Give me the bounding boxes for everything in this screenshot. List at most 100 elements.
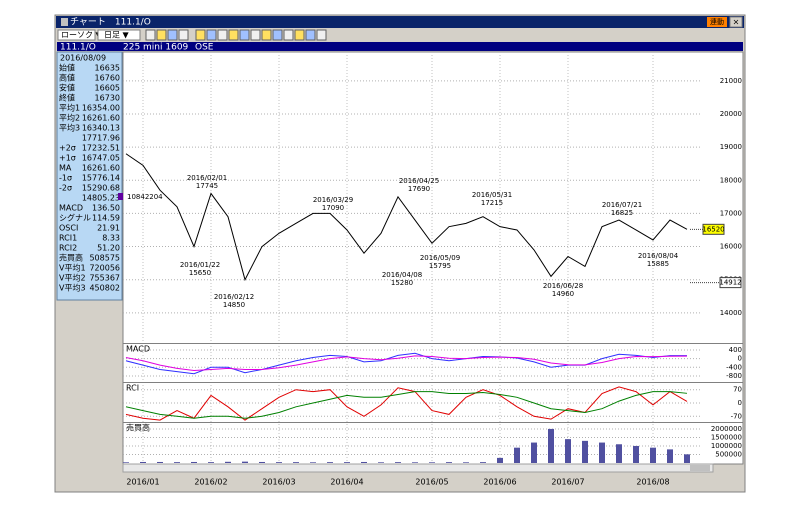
volume-bar [599, 442, 605, 463]
tool-icon[interactable] [178, 29, 189, 41]
close-button[interactable] [729, 16, 743, 28]
info-value: 16261.60 [82, 164, 120, 173]
volume-bar [191, 461, 197, 463]
tool-icon[interactable] [228, 29, 239, 41]
volume-bar [514, 447, 520, 463]
annotation-price: 17690 [408, 185, 430, 193]
close-label[interactable]: × [733, 18, 740, 27]
info-label: V平均2 [59, 273, 86, 283]
tool-icon[interactable] [261, 29, 272, 41]
annotation-price: 17090 [322, 204, 344, 212]
y-tick-label: 1500000 [711, 433, 742, 441]
y-tick-label: 21000 [720, 77, 742, 85]
info-value: 17717.96 [82, 134, 120, 143]
volume-bar [480, 462, 486, 463]
tool-icon[interactable] [217, 29, 228, 41]
y-tick-label: 0 [738, 399, 742, 407]
tool-icon[interactable] [195, 29, 206, 41]
tool-icon[interactable] [145, 29, 156, 41]
annotation-price: 15280 [391, 279, 413, 287]
volume-bar [123, 462, 129, 463]
panel-title: 売買高 [126, 423, 150, 433]
volume-bar [531, 442, 537, 463]
info-value: 16635 [95, 64, 120, 73]
tool-icon[interactable] [283, 29, 294, 41]
tool-icon[interactable] [272, 29, 283, 41]
info-panel [56, 51, 123, 301]
info-label: -1σ [59, 174, 72, 183]
period[interactable]: 日足 ▼ [104, 31, 130, 40]
volume-bar [497, 457, 503, 463]
volume-bar [225, 461, 231, 463]
x-tick-label: 2016/05 [415, 478, 448, 487]
tool-icon[interactable] [167, 29, 178, 41]
volume-bar [140, 461, 146, 463]
annotation-date: 2016/03/29 [313, 196, 353, 204]
indicator-line [125, 355, 688, 372]
info-value: 450802 [89, 284, 120, 293]
annotation-price: 15795 [429, 262, 451, 270]
info-label: +1σ [59, 154, 76, 163]
info-value: 16760 [95, 74, 120, 83]
chart-kind-select[interactable] [57, 29, 96, 41]
tool-icon[interactable] [305, 29, 316, 41]
volume-bar [650, 447, 656, 463]
info-label: 平均2 [59, 113, 80, 123]
price-line [125, 153, 688, 282]
scrollbar[interactable] [122, 463, 714, 473]
y-tick-label: -70 [731, 412, 742, 420]
x-tick-label: 2016/07 [551, 478, 584, 487]
y-tick-label: 19000 [720, 143, 742, 151]
info-value: 8.33 [102, 234, 120, 243]
info-value: 16747.05 [82, 154, 120, 163]
info-value: 16605 [95, 84, 120, 93]
annotation-date: 2016/02/12 [214, 293, 254, 301]
tool-icon[interactable] [316, 29, 327, 41]
indicator-line [125, 386, 688, 421]
y-tick-label: 500000 [715, 450, 742, 458]
info-value: 17232.51 [82, 144, 120, 153]
title-bar [56, 16, 744, 28]
tool-icon[interactable] [156, 29, 167, 41]
annotation-date: 2016/01/22 [180, 261, 220, 269]
tool-icon[interactable] [250, 29, 261, 41]
price-tag-label: 16520 [702, 225, 724, 233]
info-label: 平均1 [59, 103, 80, 113]
info-value: 15290.68 [82, 184, 120, 193]
annotation-price: 15885 [647, 260, 669, 268]
info-label: MACD [59, 204, 83, 213]
volume-bar [412, 462, 418, 463]
x-tick-label: 2016/08 [636, 478, 669, 487]
info-label: RCI2 [59, 244, 77, 253]
y-tick-label: 0 [738, 355, 742, 363]
volume-bar [242, 461, 248, 463]
volume-bar [293, 462, 299, 463]
x-tick-label: 2016/06 [483, 478, 516, 487]
chart-kind[interactable]: ローソク ▼ [61, 31, 103, 40]
volume-bar [429, 462, 435, 463]
annotation-date: 2016/06/28 [543, 282, 583, 290]
volume-bar [616, 444, 622, 463]
period-select[interactable] [97, 29, 141, 41]
price-tag-label: 14912 [719, 279, 741, 287]
y-tick-label: 18000 [720, 176, 742, 184]
volume-bar [327, 462, 333, 463]
indicator-line [125, 391, 688, 419]
info-value: 51.20 [97, 244, 120, 253]
tool-icon[interactable] [239, 29, 250, 41]
info-date: 2016/08/09 [60, 54, 106, 63]
indicator-line [125, 352, 688, 375]
y-tick-label: 2000000 [711, 425, 742, 433]
sync-button[interactable] [707, 17, 727, 27]
tool-icon[interactable] [294, 29, 305, 41]
y-tick-label: 16000 [720, 243, 742, 251]
toolbar [145, 29, 327, 41]
volume-bar [667, 449, 673, 463]
annotation-date: 2016/08/04 [638, 252, 679, 260]
volume-bar [208, 462, 214, 463]
window-title: チャート 111.1/O [70, 17, 151, 28]
sync-label[interactable]: 連動 [710, 17, 724, 26]
scroll-thumb[interactable] [690, 465, 710, 471]
app-icon [61, 18, 68, 26]
tool-icon[interactable] [206, 29, 217, 41]
